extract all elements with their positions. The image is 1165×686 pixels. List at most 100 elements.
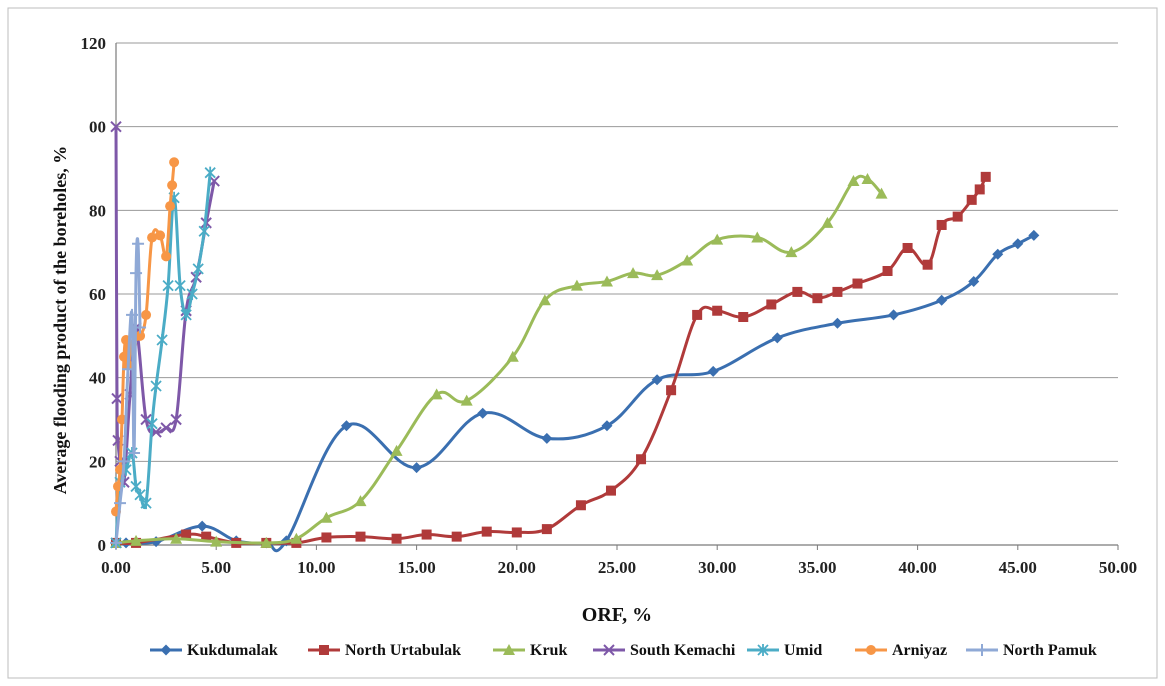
data-point-kukdumalak (936, 294, 948, 306)
legend-marker-umid (757, 644, 769, 656)
data-point-kukdumalak (771, 332, 783, 344)
data-point-south-kemachi (160, 422, 172, 434)
legend-item-south-kemachi: South Kemachi (593, 642, 736, 659)
series-layer (110, 120, 1040, 553)
data-point-south-kemachi (170, 413, 182, 426)
data-point-umid (150, 380, 162, 393)
data-point-north-urtabulak (541, 524, 552, 535)
y-tick-label: 60 (89, 285, 106, 304)
data-point-north-urtabulak (974, 184, 985, 195)
data-point-kukdumalak (477, 407, 489, 419)
data-point-north-urtabulak (852, 278, 863, 289)
data-point-kukdumalak (1012, 238, 1024, 250)
data-point-north-pamuk (130, 267, 143, 280)
data-point-umid (204, 166, 216, 179)
data-point-north-urtabulak (575, 500, 586, 511)
data-point-kruk (627, 267, 640, 279)
legend-label-south-kemachi: South Kemachi (630, 642, 736, 659)
data-point-kukdumalak (707, 365, 719, 377)
data-point-north-urtabulak (936, 219, 947, 230)
data-point-kruk (170, 532, 183, 544)
data-point-umid (156, 334, 168, 347)
data-point-north-urtabulak (882, 265, 893, 276)
y-tick-label: 20 (89, 452, 106, 471)
legend-label-umid: Umid (784, 642, 822, 659)
data-point-kukdumalak (1028, 229, 1040, 241)
data-point-north-urtabulak (321, 532, 332, 543)
data-point-north-pamuk (126, 308, 139, 321)
data-point-kruk (290, 532, 303, 544)
data-point-kukdumalak (968, 275, 980, 287)
series-north-pamuk (110, 237, 147, 549)
data-point-north-urtabulak (738, 312, 749, 323)
data-point-arniyaz (147, 232, 158, 243)
data-point-north-pamuk (118, 455, 131, 468)
data-point-north-urtabulak (966, 194, 977, 205)
x-tick-label: 5.00 (201, 558, 231, 577)
data-point-umid (174, 279, 186, 292)
x-tick-label: 10.00 (297, 558, 335, 577)
data-point-north-pamuk (110, 536, 122, 549)
x-tick-label: 30.00 (698, 558, 736, 577)
data-point-kukdumalak (888, 309, 900, 321)
data-point-north-urtabulak (792, 286, 803, 297)
legend: Kukdumalak North Urtabulak Kruk South Kemac… (150, 642, 1097, 659)
legend-label-kukdumalak: Kukdumalak (187, 642, 278, 659)
data-point-north-pamuk (122, 363, 135, 376)
legend-label-kruk: Kruk (530, 642, 567, 659)
data-point-kukdumalak (992, 248, 1004, 260)
legend-item-north-urtabulak: North Urtabulak (308, 642, 461, 659)
data-point-kukdumalak (411, 462, 423, 474)
data-point-north-urtabulak (451, 531, 462, 542)
legend-item-umid: Umid (747, 642, 822, 659)
data-point-kruk (506, 350, 519, 362)
data-point-kruk (651, 269, 664, 281)
data-point-north-urtabulak (832, 286, 843, 297)
y-tick-label: 00 (89, 118, 106, 137)
data-point-north-urtabulak (201, 531, 212, 542)
data-point-north-urtabulak (712, 305, 723, 316)
x-tick-label: 20.00 (498, 558, 536, 577)
legend-marker-south-kemachi (603, 644, 615, 656)
data-point-kruk (570, 279, 583, 291)
data-point-umid (146, 417, 158, 430)
data-point-kruk (130, 534, 143, 546)
data-point-kruk (875, 187, 888, 199)
data-point-kukdumalak (831, 317, 843, 329)
y-tick-label: 0 (98, 536, 107, 555)
data-point-north-urtabulak (980, 171, 991, 182)
gridlines (116, 42, 1118, 462)
data-point-north-pamuk (128, 446, 141, 459)
data-point-north-pamuk (132, 237, 145, 250)
data-point-kruk (785, 246, 798, 258)
y-axis-title: Average flooding product of the borehole… (50, 146, 70, 495)
data-point-south-kemachi (111, 392, 123, 405)
data-point-umid (162, 279, 174, 292)
data-point-north-urtabulak (511, 527, 522, 538)
data-point-north-urtabulak (605, 485, 616, 496)
data-point-north-urtabulak (922, 259, 933, 270)
data-point-north-urtabulak (812, 293, 823, 304)
data-point-north-urtabulak (766, 299, 777, 310)
legend-marker-kruk (503, 644, 515, 655)
legend-label-north-pamuk: North Pamuk (1003, 642, 1097, 659)
x-tick-label: 25.00 (598, 558, 636, 577)
x-tick-label: 45.00 (999, 558, 1037, 577)
legend-label-north-urtabulak: North Urtabulak (345, 642, 461, 659)
chart-frame (7, 7, 1158, 679)
data-point-north-urtabulak (355, 531, 366, 542)
data-point-kruk (460, 394, 473, 406)
data-point-kruk (681, 254, 694, 266)
data-point-south-kemachi (110, 120, 122, 133)
data-point-arniyaz (141, 309, 152, 320)
data-point-kruk (600, 275, 613, 287)
data-point-north-urtabulak (421, 529, 432, 540)
data-point-kukdumalak (651, 374, 663, 386)
x-tick-label: 50.00 (1099, 558, 1137, 577)
data-point-kruk (711, 233, 724, 245)
series-kruk (110, 172, 888, 548)
data-point-kukdumalak (601, 420, 613, 432)
data-point-umid (180, 308, 192, 321)
